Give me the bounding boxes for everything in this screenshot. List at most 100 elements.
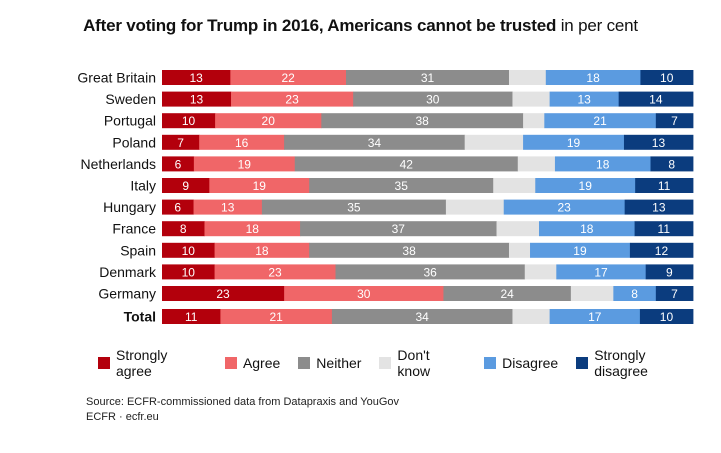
- data-label-germany-neither: 24: [500, 287, 514, 301]
- data-label-netherlands-agree: 19: [238, 157, 252, 171]
- publisher-line: ECFR · ecfr.eu: [86, 411, 159, 423]
- data-label-netherlands-disagree: 18: [596, 157, 610, 171]
- data-label-france-strongly-agree: 8: [180, 222, 187, 236]
- data-label-denmark-neither: 36: [423, 265, 437, 279]
- data-label-hungary-neither: 35: [347, 201, 361, 215]
- bar-segment-france-disagree: [539, 221, 635, 237]
- legend-label: Strongly agree: [115, 347, 168, 379]
- bar-segment-portugal-disagree: [544, 113, 657, 129]
- data-label-denmark-disagree: 17: [594, 265, 608, 279]
- bar-segment-denmark-strongly-disagree: [645, 264, 694, 280]
- bar-segment-denmark-strongly-agree: [162, 264, 215, 280]
- legend-item-strongly-disagree: Strongly disagree: [576, 347, 703, 379]
- legend-label: Disagree: [502, 355, 559, 371]
- bar-segment-spain-strongly-agree: [162, 242, 215, 258]
- data-label-great-britain-neither: 31: [421, 71, 435, 85]
- bar-segment-germany-neither: [443, 286, 572, 301]
- bar-segment-great-britain-disagree: [545, 70, 641, 85]
- legend-label: Agree: [242, 355, 281, 371]
- legend-label: Strongly disagree: [594, 347, 648, 379]
- bar-segment-poland-don-t-know: [464, 134, 524, 150]
- data-label-great-britain-strongly-agree: 13: [189, 71, 203, 85]
- source-line: Source: ECFR-commissioned data from Data…: [86, 396, 400, 408]
- bar-segment-germany-disagree: [613, 286, 657, 301]
- bar-segment-spain-strongly-disagree: [629, 242, 694, 258]
- category-label-netherlands: Netherlands: [81, 156, 157, 172]
- data-label-portugal-agree: 20: [262, 114, 276, 128]
- bar-segment-great-britain-strongly-disagree: [640, 70, 694, 85]
- data-label-great-britain-disagree: 18: [586, 71, 600, 85]
- data-label-hungary-strongly-disagree: 13: [652, 201, 666, 215]
- legend-item-disagree: Disagree: [484, 355, 558, 371]
- category-label-portugal: Portugal: [104, 113, 156, 129]
- category-label-italy: Italy: [130, 178, 156, 194]
- data-label-hungary-strongly-agree: 6: [174, 201, 181, 215]
- data-label-italy-neither: 35: [395, 179, 409, 193]
- bar-segment-total-strongly-disagree: [639, 309, 694, 324]
- data-label-france-disagree: 18: [580, 222, 594, 236]
- category-label-great-britain: Great Britain: [77, 70, 156, 86]
- bar-segment-portugal-agree: [215, 113, 322, 129]
- bar-segment-sweden-agree: [231, 91, 354, 107]
- bar-segment-poland-disagree: [523, 134, 625, 150]
- bar-segment-great-britain-neither: [346, 70, 510, 85]
- bar-segment-portugal-strongly-agree: [162, 113, 216, 129]
- bar-segment-spain-disagree: [530, 242, 631, 258]
- bar-segment-great-britain-agree: [230, 70, 347, 85]
- bar-segment-total-neither: [331, 309, 513, 324]
- bar-segment-sweden-strongly-agree: [162, 91, 232, 107]
- bar-segment-portugal-neither: [321, 113, 524, 129]
- data-label-total-strongly-disagree: 10: [660, 310, 674, 324]
- category-label-sweden: Sweden: [105, 91, 156, 107]
- bar-segment-netherlands-strongly-agree: [162, 156, 195, 172]
- bar-segment-netherlands-don-t-know: [517, 156, 556, 172]
- bar-segment-total-disagree: [549, 309, 641, 324]
- bar-segment-poland-agree: [199, 134, 285, 150]
- bar-segment-france-strongly-agree: [162, 221, 205, 237]
- data-label-hungary-disagree: 23: [558, 201, 572, 215]
- bar-segment-france-don-t-know: [496, 221, 540, 237]
- bar-segment-netherlands-agree: [193, 156, 296, 172]
- category-label-total: Total: [124, 309, 156, 325]
- category-label-poland: Poland: [112, 134, 156, 150]
- data-label-portugal-neither: 38: [416, 114, 430, 128]
- bar-segment-portugal-don-t-know: [523, 113, 545, 129]
- bar-segment-italy-disagree: [535, 178, 636, 193]
- category-label-spain: Spain: [120, 242, 156, 258]
- bar-segment-hungary-strongly-agree: [162, 199, 194, 215]
- bar-segment-germany-strongly-agree: [162, 286, 285, 301]
- bar-segment-total-agree: [220, 309, 333, 324]
- legend-label: Neither: [316, 355, 362, 371]
- data-label-great-britain-agree: 22: [281, 71, 295, 85]
- data-label-denmark-strongly-agree: 10: [182, 265, 196, 279]
- bar-segment-france-neither: [300, 221, 497, 237]
- chart-legend: Strongly agree Agree Neither Don't know Disa…: [98, 347, 721, 379]
- data-label-germany-strongly-disagree: 7: [671, 287, 678, 301]
- bar-segment-great-britain-don-t-know: [508, 70, 547, 85]
- category-label-hungary: Hungary: [103, 199, 156, 215]
- data-label-poland-strongly-disagree: 13: [652, 136, 666, 150]
- legend-swatch: [98, 357, 110, 369]
- data-label-sweden-strongly-disagree: 14: [649, 93, 663, 107]
- bar-segment-sweden-neither: [353, 91, 513, 107]
- data-label-germany-agree: 30: [357, 287, 371, 301]
- bar-segment-germany-agree: [284, 286, 444, 301]
- bar-segment-portugal-strongly-disagree: [655, 113, 694, 129]
- data-label-sweden-neither: 30: [426, 93, 440, 107]
- bar-segment-italy-agree: [209, 178, 310, 193]
- category-label-france: France: [112, 221, 156, 237]
- data-label-total-strongly-agree: 11: [185, 310, 198, 324]
- bar-segment-sweden-don-t-know: [512, 91, 551, 107]
- data-label-portugal-strongly-agree: 10: [182, 114, 196, 128]
- data-label-france-agree: 18: [246, 222, 260, 236]
- bar-segment-italy-neither: [309, 178, 494, 193]
- data-label-total-neither: 34: [416, 310, 430, 324]
- data-label-spain-strongly-agree: 10: [182, 244, 196, 258]
- bar-segment-italy-don-t-know: [493, 178, 536, 193]
- data-label-total-disagree: 17: [588, 310, 602, 324]
- category-label-denmark: Denmark: [99, 264, 157, 280]
- bar-segment-sweden-strongly-disagree: [618, 91, 694, 107]
- bar-segment-spain-neither: [309, 242, 510, 258]
- bar-segment-denmark-disagree: [556, 264, 647, 280]
- bar-segment-netherlands-neither: [294, 156, 519, 172]
